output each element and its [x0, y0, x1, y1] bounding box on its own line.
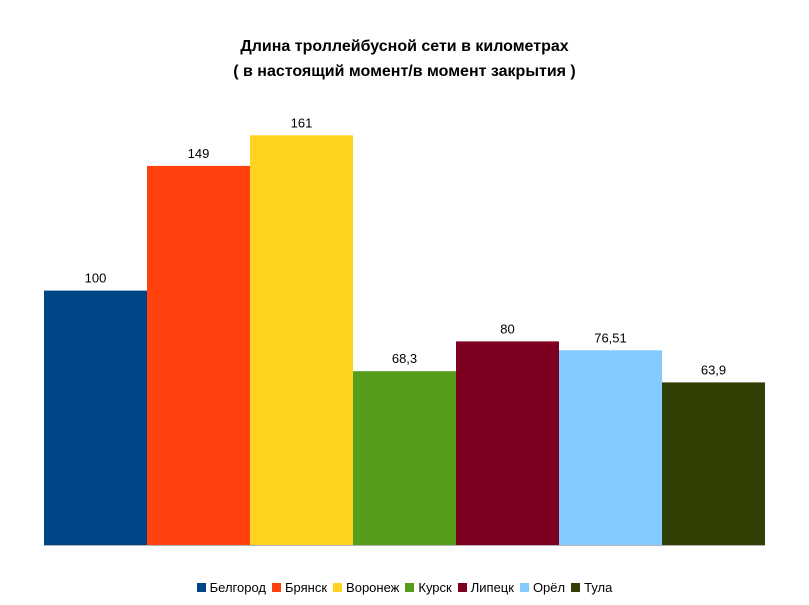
bar-2: [147, 165, 250, 545]
chart-subtitle: ( в настоящий момент/в момент закрытия ): [233, 63, 576, 80]
data-label-6: 76,51: [594, 330, 627, 345]
data-label-1: 100: [85, 271, 107, 286]
legend-label: Воронеж: [346, 580, 400, 595]
legend-item-7: Тула: [571, 580, 612, 595]
legend-swatch: [405, 583, 415, 592]
legend-label: Тула: [584, 580, 613, 595]
legend-label: Брянск: [285, 580, 328, 595]
bar-7: [662, 382, 765, 545]
bar-3: [250, 135, 353, 546]
bar-5: [456, 341, 559, 545]
legend-label: Курск: [418, 580, 452, 595]
legend-item-4: Курск: [405, 580, 452, 595]
legend-swatch: [196, 583, 206, 592]
data-label-7: 63,9: [701, 362, 726, 377]
legend-swatch: [457, 583, 467, 592]
chart-title: Длина троллейбусной сети в километрах: [240, 38, 569, 55]
legend-swatch: [519, 583, 529, 592]
legend-swatch: [333, 583, 343, 592]
bar-6: [559, 350, 662, 545]
legend-label: Липецк: [470, 580, 514, 595]
bar-1: [44, 290, 147, 545]
legend-item-1: Белгород: [196, 580, 267, 595]
bar-chart: 100 149 161 68,3 80 76,51 63,9: [44, 115, 765, 546]
data-label-4: 68,3: [392, 351, 417, 366]
legend-label: Орёл: [532, 580, 566, 595]
legend-item-5: Липецк: [457, 580, 514, 595]
data-label-3: 161: [291, 115, 313, 130]
chart-legend: Белгород Брянск Воронеж Курск Липецк Орёл Тула: [0, 580, 809, 595]
data-label-5: 80: [500, 321, 514, 336]
legend-item-6: Орёл: [519, 580, 566, 595]
legend-swatch: [571, 583, 581, 592]
legend-label: Белгород: [209, 580, 267, 595]
legend-swatch: [272, 583, 282, 592]
legend-item-2: Брянск: [272, 580, 327, 595]
data-label-2: 149: [188, 146, 210, 161]
bar-4: [353, 371, 456, 545]
legend-item-3: Воронеж: [333, 580, 399, 595]
